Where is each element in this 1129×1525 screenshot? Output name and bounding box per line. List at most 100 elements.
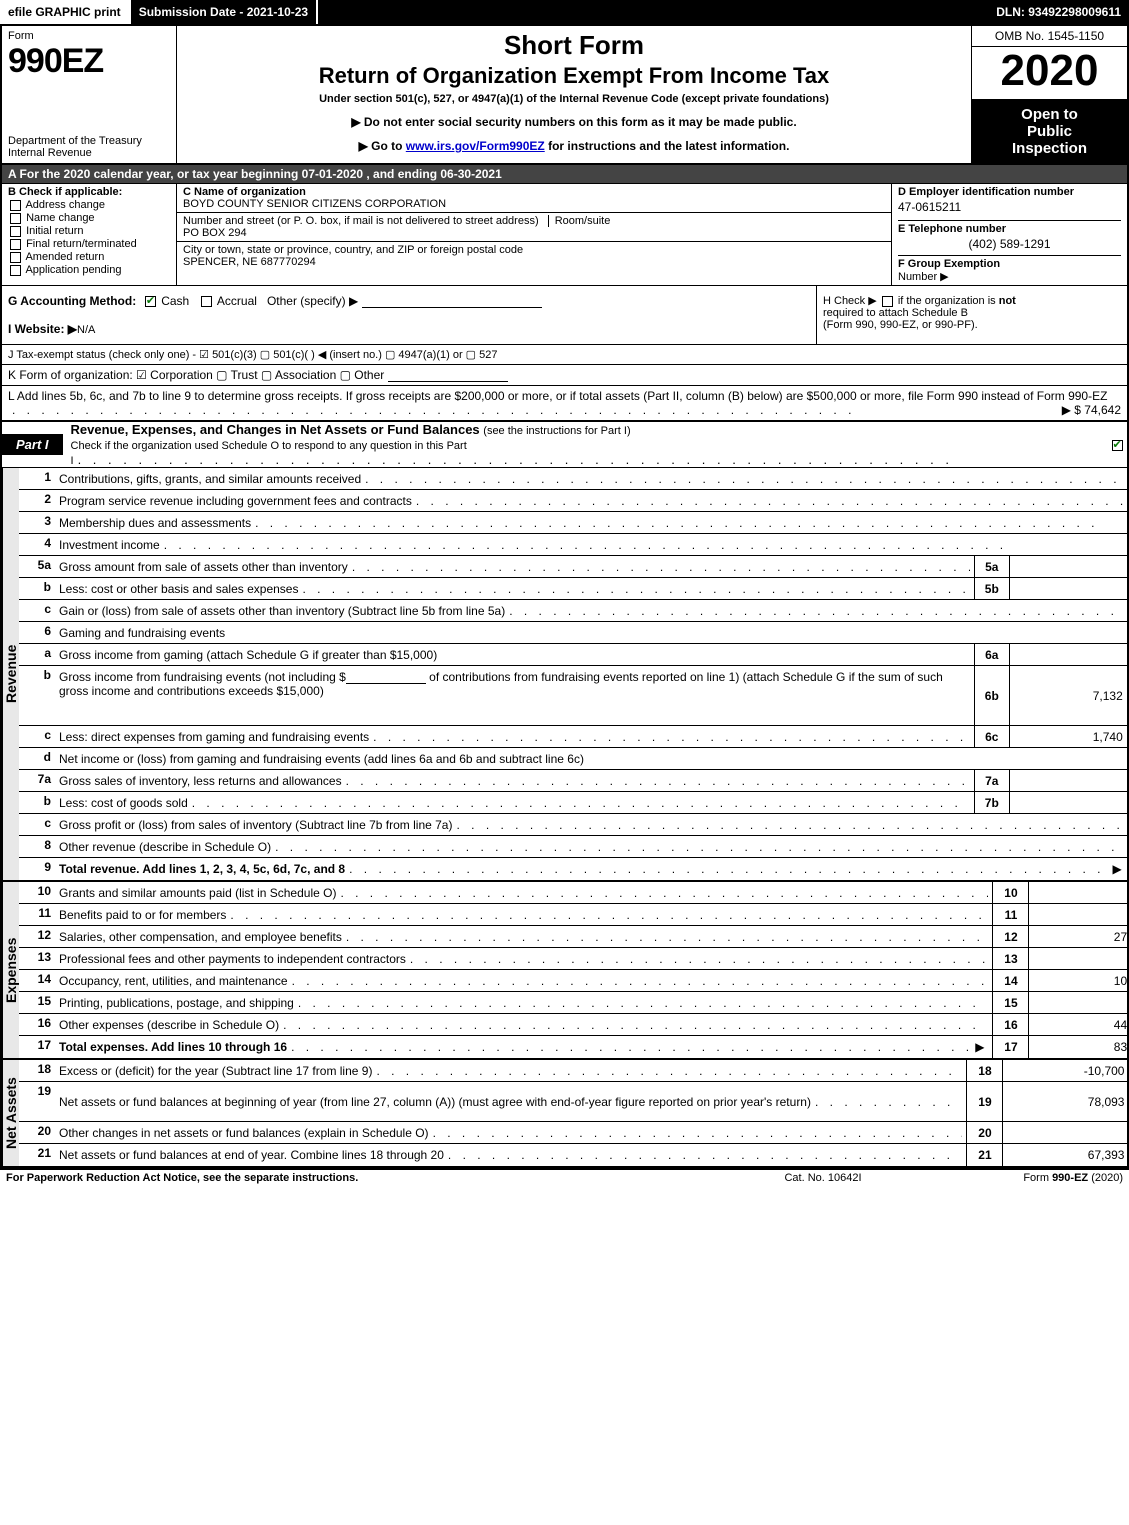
room-label: Room/suite xyxy=(548,215,611,227)
part-1-checkbox[interactable] xyxy=(1107,438,1127,452)
line-5b: b Less: cost or other basis and sales ex… xyxy=(19,578,1129,600)
row-a-tax-year: A For the 2020 calendar year, or tax yea… xyxy=(2,165,1127,184)
return-title: Return of Organization Exempt From Incom… xyxy=(183,63,965,89)
addr-label: Number and street (or P. O. box, if mail… xyxy=(183,215,539,227)
open-to: Open to xyxy=(974,106,1125,123)
line-13: 13 Professional fees and other payments … xyxy=(19,948,1129,970)
part-1-header: Part I Revenue, Expenses, and Changes in… xyxy=(2,422,1127,468)
website-row: I Website: ▶N/A xyxy=(8,322,810,336)
chk-amended-return[interactable]: Amended return xyxy=(8,251,170,263)
line-21: 21 Net assets or fund balances at end of… xyxy=(19,1144,1129,1166)
val-5a xyxy=(1010,556,1129,577)
line-16: 16 Other expenses (describe in Schedule … xyxy=(19,1014,1129,1036)
row-l-text: L Add lines 5b, 6c, and 7b to line 9 to … xyxy=(8,389,1107,403)
row-h: H Check ▶ if the organization is not req… xyxy=(817,286,1127,344)
net-assets-body: 18 Excess or (deficit) for the year (Sub… xyxy=(19,1060,1129,1166)
box-b: B Check if applicable: Address change Na… xyxy=(2,184,177,285)
expenses-section: Expenses 10 Grants and similar amounts p… xyxy=(2,882,1127,1060)
group-exemption-number: Number ▶ xyxy=(898,270,1121,283)
chk-name-change[interactable]: Name change xyxy=(8,212,170,224)
val-6a xyxy=(1010,644,1129,665)
tax-year: 2020 xyxy=(972,47,1127,100)
efile-print[interactable]: efile GRAPHIC print xyxy=(0,0,131,24)
goto-line: ▶ Go to www.irs.gov/Form990EZ for instru… xyxy=(183,139,965,153)
row-gh: G Accounting Method: Cash Accrual Other … xyxy=(2,286,1127,345)
line-10: 10 Grants and similar amounts paid (list… xyxy=(19,882,1129,904)
dln: DLN: 93492298009611 xyxy=(988,0,1129,24)
val-6b: 7,132 xyxy=(1010,666,1129,725)
line-6: 6 Gaming and fundraising events xyxy=(19,622,1129,644)
header-right: OMB No. 1545-1150 2020 Open to Public In… xyxy=(972,26,1127,163)
group-exemption-label: F Group Exemption xyxy=(898,255,1121,270)
val-12: 27,993 xyxy=(1028,926,1129,947)
footer-right: Form 990-EZ (2020) xyxy=(923,1172,1123,1184)
website-value: N/A xyxy=(77,324,95,336)
chk-schedule-b[interactable] xyxy=(882,296,893,307)
city-block: City or town, state or province, country… xyxy=(177,242,891,270)
chk-accrual[interactable] xyxy=(201,296,212,307)
val-13: 782 xyxy=(1028,948,1129,969)
c-label: C Name of organization xyxy=(183,186,306,198)
line-8: 8 Other revenue (describe in Schedule O)… xyxy=(19,836,1129,858)
val-14: 10,130 xyxy=(1028,970,1129,991)
val-16: 44,697 xyxy=(1028,1014,1129,1035)
dept-treasury: Department of the Treasury xyxy=(8,135,170,147)
line-17: 17 Total expenses. Add lines 10 through … xyxy=(19,1036,1129,1058)
line-20: 20 Other changes in net assets or fund b… xyxy=(19,1122,1129,1144)
val-6c: 1,740 xyxy=(1010,726,1129,747)
val-18: -10,700 xyxy=(1002,1060,1129,1081)
address: PO BOX 294 xyxy=(183,227,247,239)
header-row: Form 990EZ Department of the Treasury In… xyxy=(2,26,1127,165)
chk-final-return[interactable]: Final return/terminated xyxy=(8,238,170,250)
box-c: C Name of organization BOYD COUNTY SENIO… xyxy=(177,184,892,285)
phone-value: (402) 589-1291 xyxy=(898,237,1121,251)
chk-address-change[interactable]: Address change xyxy=(8,199,170,211)
phone-label: E Telephone number xyxy=(898,220,1121,235)
ein-label: D Employer identification number xyxy=(898,186,1121,198)
row-l-amount: ▶ $ 74,642 xyxy=(1062,403,1121,417)
submission-date: Submission Date - 2021-10-23 xyxy=(131,0,318,24)
part-1-tab: Part I xyxy=(2,434,63,455)
address-block: Number and street (or P. O. box, if mail… xyxy=(177,213,891,242)
org-name-block: C Name of organization BOYD COUNTY SENIO… xyxy=(177,184,891,213)
row-g-left: G Accounting Method: Cash Accrual Other … xyxy=(2,286,817,344)
line-9: 9 Total revenue. Add lines 1, 2, 3, 4, 5… xyxy=(19,858,1129,880)
chk-application-pending[interactable]: Application pending xyxy=(8,264,170,276)
revenue-section: Revenue 1 Contributions, gifts, grants, … xyxy=(2,468,1127,882)
footer-left: For Paperwork Reduction Act Notice, see … xyxy=(6,1172,723,1184)
irs-link[interactable]: www.irs.gov/Form990EZ xyxy=(406,139,545,153)
box-def: D Employer identification number 47-0615… xyxy=(892,184,1127,285)
val-7b xyxy=(1010,792,1129,813)
revenue-vlabel: Revenue xyxy=(2,468,19,880)
row-l: L Add lines 5b, 6c, and 7b to line 9 to … xyxy=(2,386,1127,422)
chk-cash[interactable] xyxy=(145,296,156,307)
short-form-title: Short Form xyxy=(183,30,965,61)
line-6a: a Gross income from gaming (attach Sched… xyxy=(19,644,1129,666)
under-section: Under section 501(c), 527, or 4947(a)(1)… xyxy=(183,93,965,105)
info-grid: B Check if applicable: Address change Na… xyxy=(2,184,1127,286)
val-7a xyxy=(1010,770,1129,791)
inspection: Inspection xyxy=(974,140,1125,157)
org-name: BOYD COUNTY SENIOR CITIZENS CORPORATION xyxy=(183,198,446,210)
line-7b: b Less: cost of goods sold 7b xyxy=(19,792,1129,814)
line-3: 3 Membership dues and assessments 3 xyxy=(19,512,1129,534)
city-label: City or town, state or province, country… xyxy=(183,244,523,256)
line-7a: 7a Gross sales of inventory, less return… xyxy=(19,770,1129,792)
val-20 xyxy=(1002,1122,1129,1143)
line-12: 12 Salaries, other compensation, and emp… xyxy=(19,926,1129,948)
goto-pre: ▶ Go to xyxy=(359,139,406,153)
footer-mid: Cat. No. 10642I xyxy=(723,1172,923,1184)
box-b-title: B Check if applicable: xyxy=(8,186,170,198)
val-19: 78,093 xyxy=(1002,1082,1129,1121)
header-left: Form 990EZ Department of the Treasury In… xyxy=(2,26,177,163)
val-11 xyxy=(1028,904,1129,925)
row-j: J Tax-exempt status (check only one) - ☑… xyxy=(2,345,1127,365)
chk-initial-return[interactable]: Initial return xyxy=(8,225,170,237)
line-14: 14 Occupancy, rent, utilities, and maint… xyxy=(19,970,1129,992)
accounting-method: G Accounting Method: Cash Accrual Other … xyxy=(8,294,810,308)
header-mid: Short Form Return of Organization Exempt… xyxy=(177,26,972,163)
line-6c: c Less: direct expenses from gaming and … xyxy=(19,726,1129,748)
open-public-inspection: Open to Public Inspection xyxy=(972,100,1127,163)
no-ssn-line: ▶ Do not enter social security numbers o… xyxy=(183,115,965,129)
line-6b: b Gross income from fundraising events (… xyxy=(19,666,1129,726)
